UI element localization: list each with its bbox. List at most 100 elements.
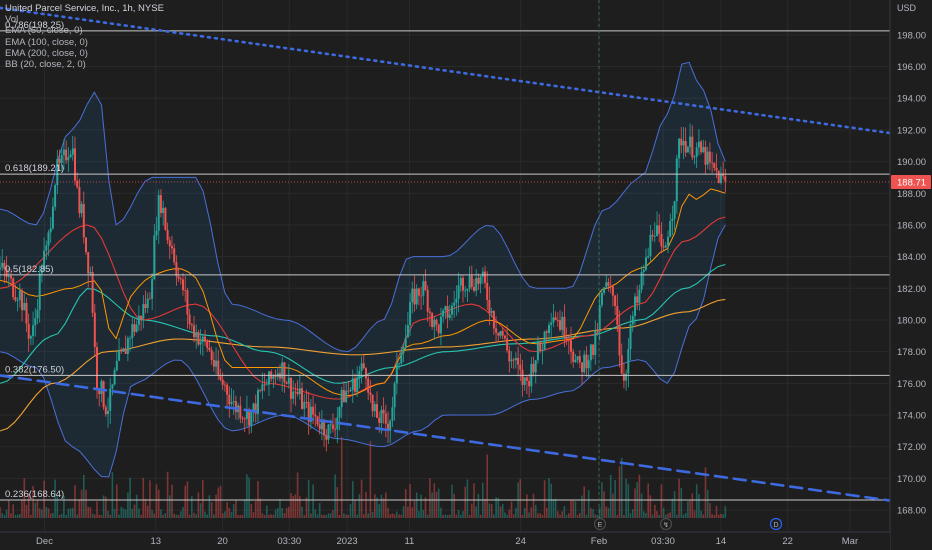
volume-bar: [400, 514, 403, 518]
volume-bar: [237, 515, 239, 518]
candle-body: [171, 246, 173, 249]
candle-body: [151, 279, 154, 299]
candle-body: [393, 383, 396, 408]
event-marker-icon[interactable]: [593, 517, 607, 531]
volume-bar: [451, 484, 453, 518]
candle-body: [126, 338, 129, 354]
volume-bar: [387, 507, 389, 518]
candle-body: [570, 340, 572, 352]
volume-bar: [713, 515, 716, 518]
volume-bar: [74, 485, 76, 518]
candle-body: [488, 300, 491, 313]
candle-body: [484, 271, 486, 283]
y-tick-label: 170.00: [897, 474, 926, 485]
candle-body: [323, 421, 326, 436]
candle-body: [146, 298, 149, 308]
candle-body: [684, 140, 687, 153]
candle-body: [175, 262, 178, 277]
volume-bar: [620, 457, 623, 518]
candle-body: [651, 234, 654, 237]
volume-bar: [499, 506, 502, 518]
candle-body: [574, 359, 577, 362]
candle-body: [400, 352, 403, 364]
volume-bar: [453, 494, 455, 518]
volume-bar: [627, 484, 630, 518]
volume-bar: [603, 491, 605, 518]
candle-body: [477, 278, 480, 284]
candle-body: [678, 138, 681, 159]
volume-bar: [100, 515, 103, 518]
candle-body: [556, 320, 559, 321]
y-tick-label: 184.00: [897, 252, 926, 263]
candle-body: [389, 420, 392, 431]
candle-body: [413, 288, 416, 305]
candle-body: [162, 207, 165, 213]
candle-body: [314, 414, 317, 417]
candle-body: [675, 158, 678, 202]
candle-body: [301, 388, 303, 409]
volume-bar: [122, 508, 125, 518]
volume-bar: [281, 508, 283, 518]
candle-body: [241, 418, 244, 420]
legend-ema-50: EMA (50, close, 0): [5, 25, 83, 37]
candle-body: [263, 384, 266, 386]
volume-bar: [336, 487, 339, 518]
volume-bar: [151, 510, 153, 518]
volume-bar: [583, 486, 585, 518]
candle-body: [528, 380, 531, 387]
candle-body: [415, 288, 418, 305]
candle-body: [85, 237, 87, 253]
volume-bar: [695, 484, 698, 518]
event-marker-icon[interactable]: [769, 517, 783, 531]
volume-bar: [83, 474, 85, 518]
candle-body: [539, 341, 542, 351]
volume-bar: [166, 471, 169, 518]
candle-body: [1, 262, 4, 268]
volume-bar: [169, 495, 171, 518]
volume-bar: [252, 512, 255, 518]
candles: [0, 123, 727, 452]
candle-body: [261, 384, 264, 391]
candle-body: [473, 286, 475, 291]
candle-body: [708, 151, 711, 163]
candle-body: [640, 272, 643, 290]
volume-bar: [182, 507, 184, 518]
candle-body: [642, 269, 645, 272]
volume-bar: [215, 494, 217, 518]
volume-bar: [354, 499, 356, 518]
volume-bar: [607, 508, 610, 518]
candle-body: [208, 347, 211, 351]
legend-bb: BB (20, close, 2, 0): [5, 59, 86, 71]
x-tick-label: 24: [515, 536, 526, 547]
candle-body: [373, 404, 376, 412]
volume-bar: [568, 513, 570, 518]
candle-body: [607, 282, 610, 286]
x-tick-label: 22: [782, 536, 793, 547]
volume-bar: [197, 492, 200, 518]
candle-body: [226, 384, 229, 395]
ema-50-line: [0, 216, 726, 400]
volume-bar: [497, 498, 500, 518]
volume-bar: [550, 483, 552, 518]
event-marker-icon[interactable]: [659, 517, 673, 531]
volume-bar: [299, 496, 301, 518]
volume-bar: [45, 506, 48, 518]
volume-bar: [594, 514, 597, 518]
candle-body: [16, 300, 19, 301]
volume-bar: [680, 488, 683, 518]
volume-bar: [175, 514, 178, 518]
candle-body: [45, 245, 48, 251]
volume-bar: [340, 437, 343, 518]
candle-body: [12, 278, 15, 298]
x-tick-label: 2023: [337, 536, 358, 547]
volume-bar: [184, 485, 186, 518]
volume-bar: [60, 513, 63, 518]
volume-bar: [530, 507, 533, 518]
candle-body: [5, 269, 8, 277]
volume-bar: [87, 506, 89, 518]
volume-bar: [609, 474, 612, 518]
volume-bar: [69, 508, 72, 518]
candle-body: [312, 406, 315, 415]
